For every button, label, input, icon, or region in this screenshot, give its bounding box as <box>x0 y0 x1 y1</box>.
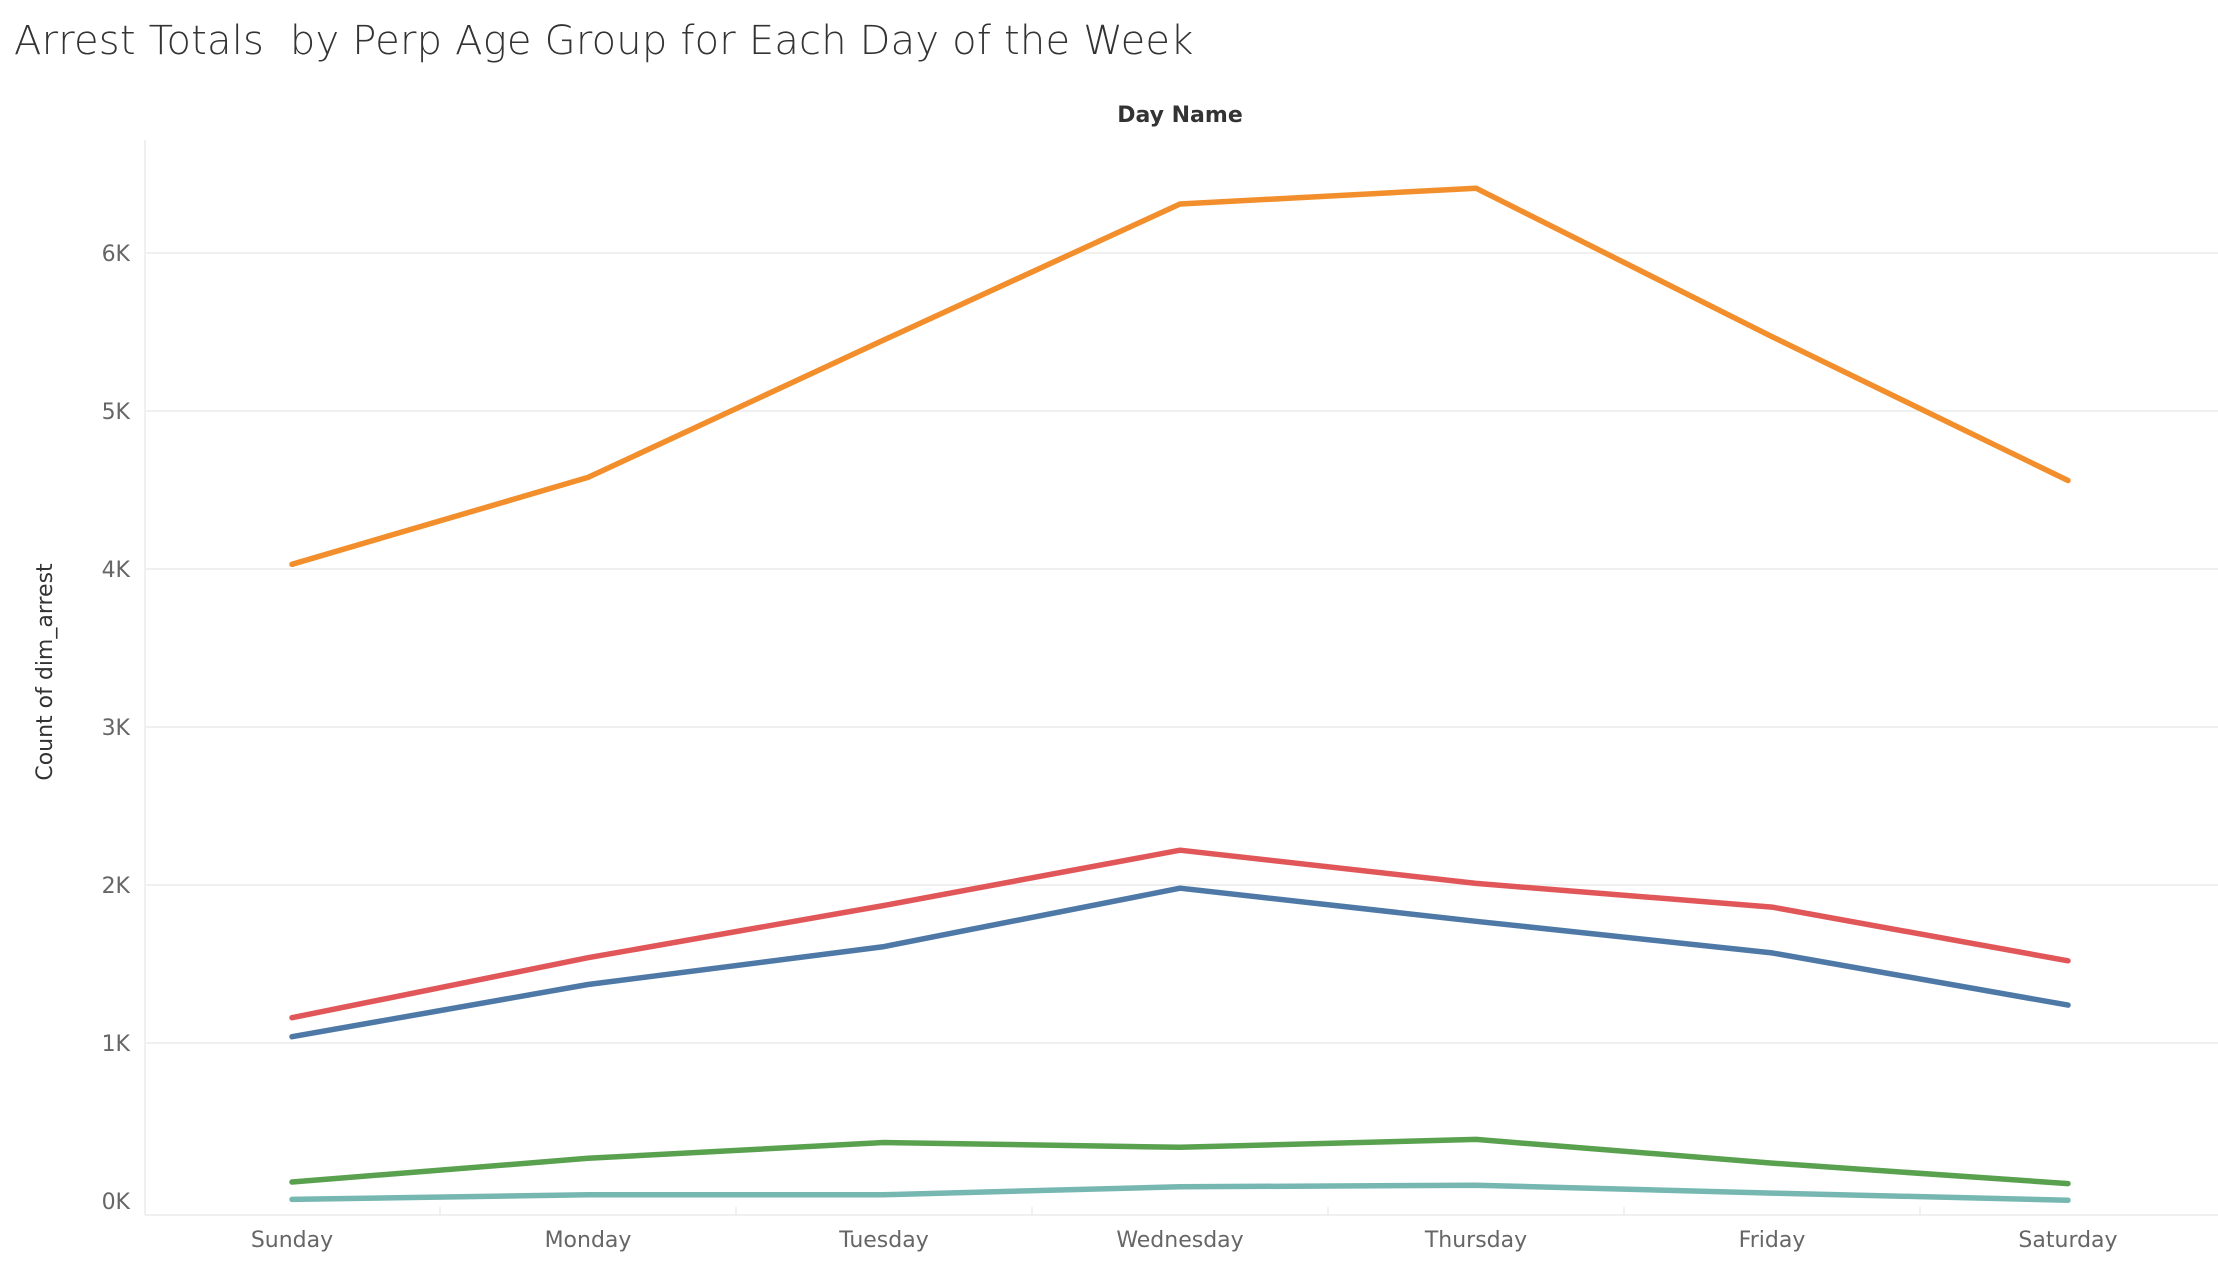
x-tick-label: Friday <box>1739 1228 1806 1253</box>
series-line-4 <box>289 1182 2071 1203</box>
series-lines <box>289 185 2071 1203</box>
x-axis-ticks: Sunday Monday Tuesday Wednesday Thursday Frid… <box>251 1228 2118 1253</box>
y-tick-label: 5K <box>102 400 131 425</box>
y-tick-label: 3K <box>102 716 131 741</box>
y-tick-label: 6K <box>102 242 131 267</box>
column-header: Day Name <box>1117 103 1243 128</box>
y-tick-label: 1K <box>102 1032 131 1057</box>
y-tick-label: 0K <box>102 1190 131 1215</box>
x-tick-label: Monday <box>545 1228 632 1253</box>
x-tick-label: Wednesday <box>1116 1228 1243 1253</box>
y-axis-ticks: 0K 1K 2K 3K 4K 5K 6K <box>102 242 131 1215</box>
x-tick-label: Sunday <box>251 1228 333 1253</box>
series-line-1 <box>289 847 2071 1021</box>
series-line-2 <box>289 885 2071 1040</box>
gridlines <box>144 140 2218 1216</box>
y-tick-label: 4K <box>102 558 131 583</box>
chart-title: Arrest Totals by Perp Age Group for Each… <box>14 18 1194 64</box>
y-tick-label: 2K <box>102 874 131 899</box>
x-tick-label: Saturday <box>2018 1228 2117 1253</box>
y-axis-title: Count of dim_arrest <box>33 563 58 781</box>
series-line-3 <box>289 1136 2071 1187</box>
x-tick-label: Tuesday <box>838 1228 929 1253</box>
x-tick-label: Thursday <box>1424 1228 1527 1253</box>
series-line-0 <box>289 185 2071 568</box>
